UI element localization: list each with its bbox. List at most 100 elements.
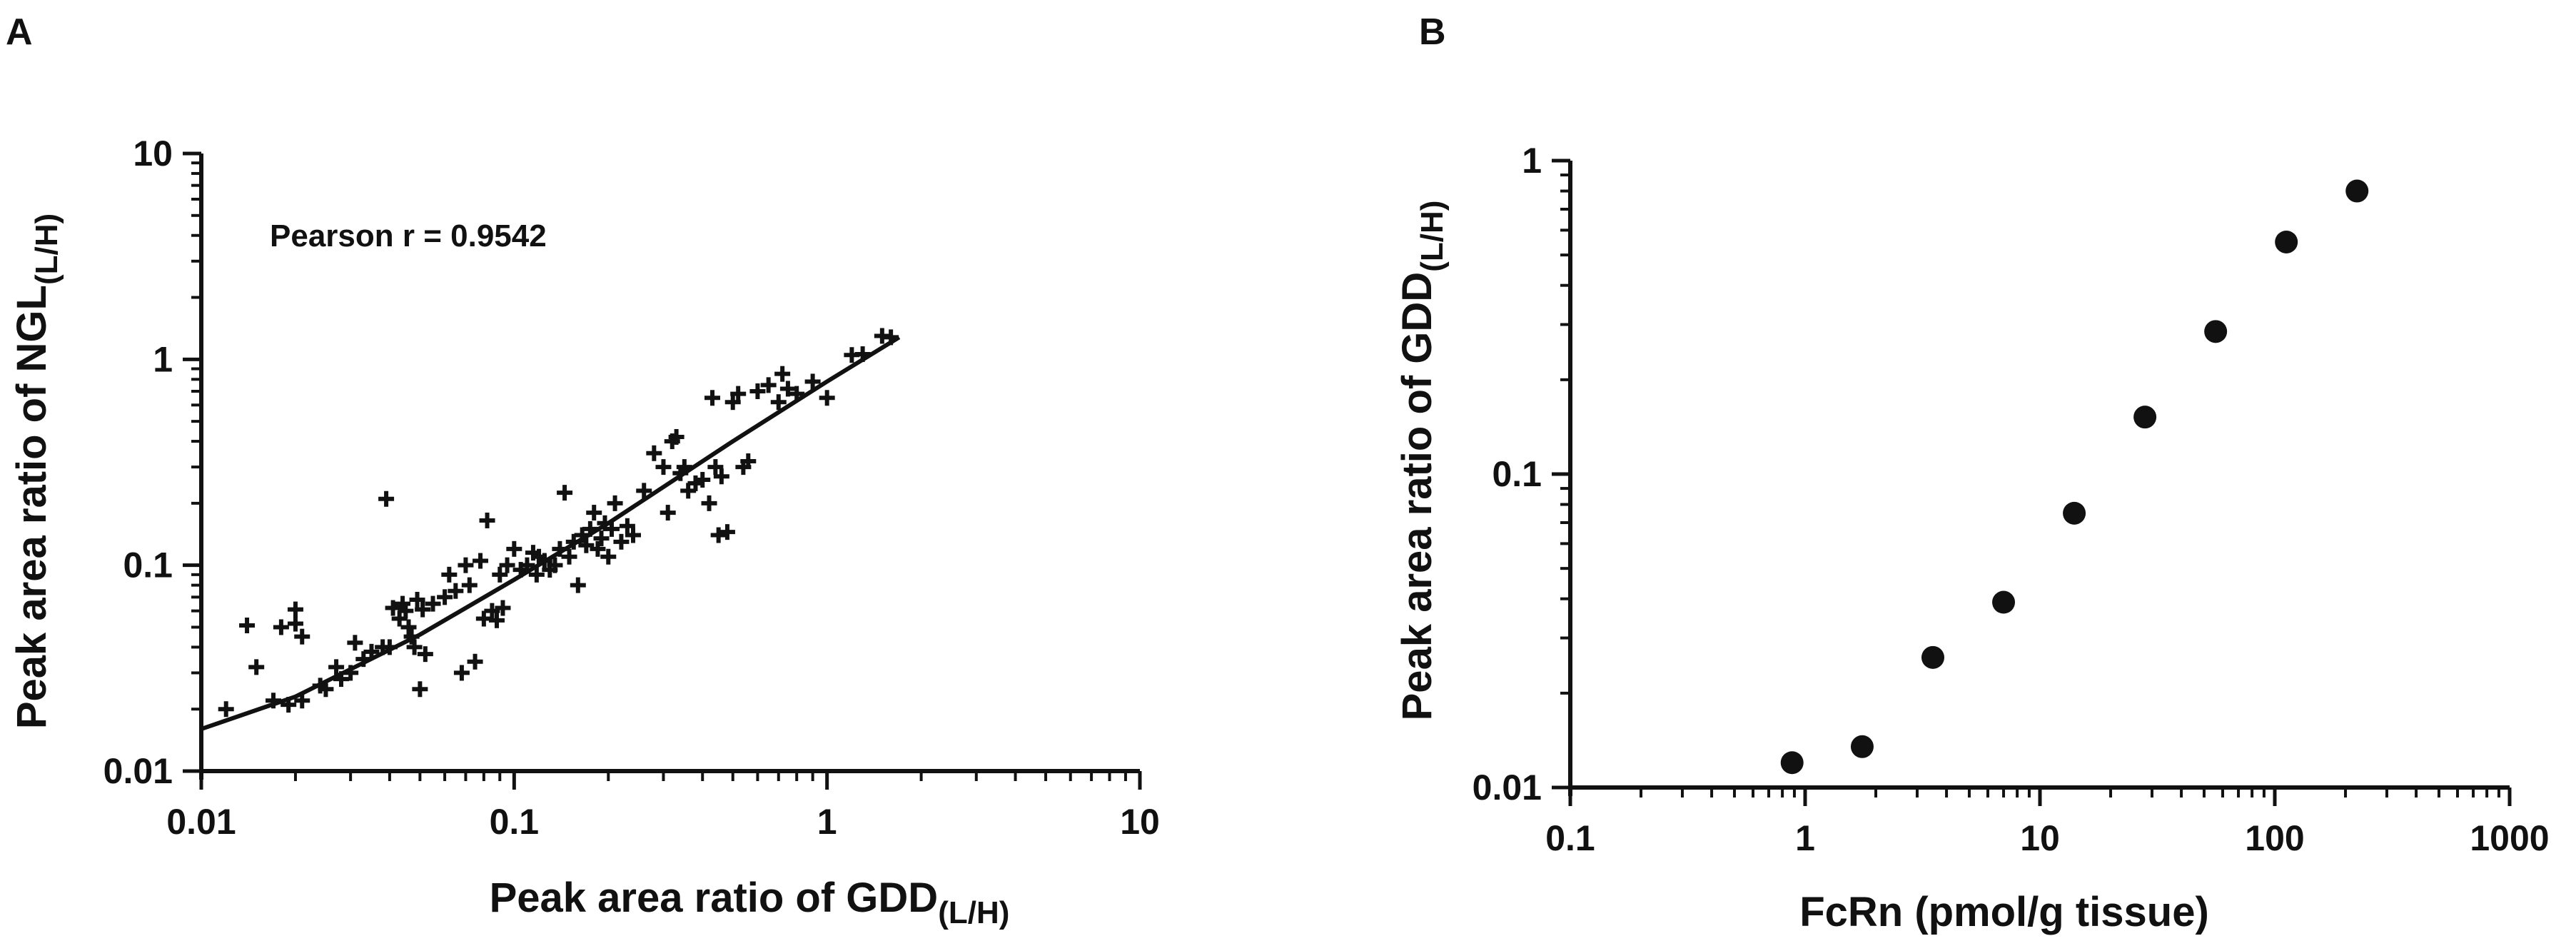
panel-a-data-point [287, 615, 303, 632]
panel-a-data-point [694, 472, 711, 488]
panel-b-data-point [2204, 320, 2228, 343]
panel-a-data-point [273, 619, 289, 635]
panel-a-x-tick-label: 10 [1120, 802, 1160, 842]
panel-a-data-point [378, 490, 395, 507]
panel-a-data-point [519, 557, 535, 573]
panel-a-data-point [441, 566, 458, 583]
panel-a-data-point [646, 445, 662, 461]
panel-a-data-point [415, 601, 431, 618]
panel-a-data-point [557, 485, 573, 501]
panel-a-y-axis-title: Peak area ratio of NGL(L/H) [9, 213, 64, 729]
panel-a-x-axis-title-subscript: (L/H) [938, 895, 1009, 930]
panel-a-data-point [294, 693, 310, 709]
panel-b-y-tick-label: 0.1 [1492, 454, 1542, 494]
panel-b-data-point [2133, 406, 2157, 429]
panel-a-y-tick-label: 0.01 [103, 751, 173, 791]
panel-b-data-point [1850, 735, 1874, 758]
panel-a-data-point [495, 600, 511, 616]
panel-a-data-point [381, 639, 398, 655]
panel-a-x-axis-title: Peak area ratio of GDD(L/H) [490, 875, 1010, 930]
panel-a-data-point [779, 381, 796, 397]
panel-a-data-point [409, 591, 425, 608]
panel-a-y-tick-label: 10 [133, 134, 173, 173]
panel-a-tick-labels: 0.01 0.1 1 10 0.01 0.1 1 10 [103, 134, 1160, 842]
panel-a-data-point [561, 548, 577, 565]
panel-a-data-point [724, 394, 741, 411]
panel-a-data-point [400, 619, 417, 635]
panel-a-data-point [248, 659, 265, 675]
panel-a-data-point [710, 527, 727, 543]
panel-b-y-tick-label: 0.01 [1473, 768, 1542, 807]
panel-a-data-point [713, 468, 729, 485]
panel-a-data-point [749, 383, 766, 399]
panel-a-data-point [607, 495, 623, 511]
panel-a-data-point [578, 537, 595, 553]
panel-a-y-axis-title-subscript: (L/H) [29, 213, 64, 285]
panel-b-y-axis-title: Peak area ratio of GDD(L/H) [1394, 201, 1450, 721]
panel-a-data-point [740, 453, 757, 470]
panel-a-data-point [417, 646, 433, 663]
panel-a-data-point [398, 603, 414, 619]
panel-a-data-point [328, 659, 345, 675]
panel-a-y-tick-label: 1 [153, 339, 173, 379]
panel-a-data-point [448, 583, 464, 599]
panel-a-data-point [437, 589, 453, 605]
panel-a-data-point [528, 566, 545, 583]
panel-a-fit-line [201, 335, 901, 731]
panel-a-data-point [294, 628, 310, 645]
panel-b-letter: B [1419, 11, 1446, 53]
panel-a-axes [183, 151, 1142, 790]
panel-a-fit-curve [201, 335, 901, 731]
panel-a-letter: A [6, 11, 33, 53]
panel-a-data-point [625, 527, 641, 543]
panel-a-x-tick-label: 1 [817, 802, 837, 842]
panel-a-data-point [281, 697, 297, 713]
panel-a-data-point [707, 459, 724, 476]
panel-a-data-point [704, 390, 721, 406]
panel-a-data-point [552, 540, 568, 557]
panel-a-data-point [804, 373, 821, 390]
panel-a-data-point [655, 459, 672, 476]
panel-a-data-point [461, 577, 478, 593]
panel-a-data-point [819, 390, 835, 406]
panel-b-data-point [1921, 645, 1944, 669]
panel-a-data-point [343, 665, 359, 681]
panel-a-data-point [600, 548, 617, 565]
panel-a-data-point [479, 512, 495, 528]
panel-a-data-point [613, 533, 630, 550]
panel-a-data-point [565, 533, 582, 550]
panel-a-data-point [668, 428, 685, 445]
panel-b-y-tick-label: 1 [1522, 141, 1542, 181]
panel-b-x-tick-label: 1 [1795, 818, 1815, 858]
panel-a-data-point [570, 577, 586, 593]
panel-a-data-point [590, 540, 606, 557]
panel-b-data-point [1992, 590, 2016, 614]
panel-a-data-point [593, 530, 610, 547]
panel-b-x-tick-label: 0.1 [1545, 818, 1595, 858]
panel-a-data-point [453, 665, 470, 681]
panel-a-data-point [883, 329, 899, 346]
panel-b-y-axis-title-subscript: (L/H) [1415, 201, 1450, 272]
panel-a-data-point [318, 681, 334, 698]
panel-a-data-point [660, 505, 676, 521]
panel-a-data-point [484, 603, 500, 619]
panel-a-x-tick-label: 0.1 [490, 802, 540, 842]
panel-a-data-point [506, 540, 522, 557]
panel-a-data-point [676, 459, 692, 476]
panel-a-data-point [770, 394, 787, 411]
panel-b-axes [1552, 158, 2512, 806]
panel-b-y-axis-title-main: Peak area ratio of GDD [1394, 272, 1440, 721]
panel-b-data-point [2063, 501, 2086, 525]
panel-b-x-tick-label: 10 [2020, 818, 2060, 858]
panel-a-data-point [347, 635, 363, 651]
panel-a-data-point [636, 483, 652, 499]
panel-a-data-point [458, 557, 474, 573]
panel-a-data-point [239, 617, 256, 633]
panel-b-data-point [1780, 751, 1804, 775]
pearson-annotation: Pearson r = 0.9542 [270, 218, 547, 253]
panel-a-y-tick-label: 0.1 [123, 545, 173, 585]
panel-a-data-point [701, 495, 717, 511]
